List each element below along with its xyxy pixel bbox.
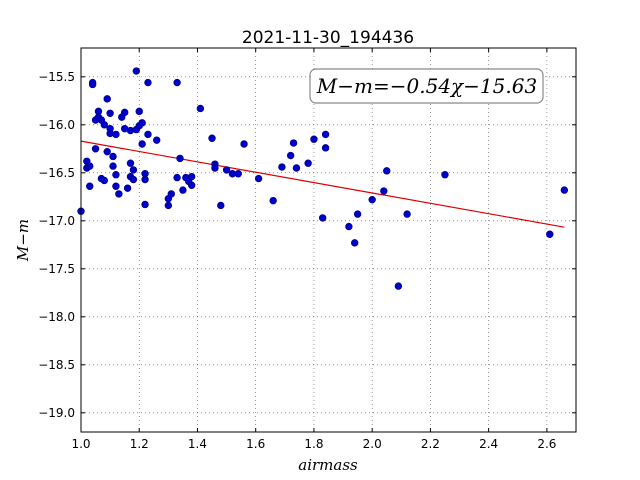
data-point [321,130,330,139]
data-point [304,159,312,167]
data-point [310,135,318,143]
x-tick-label: 1.6 [246,437,265,451]
data-point [164,201,173,210]
data-point [88,80,97,89]
data-point [351,239,359,247]
data-point [123,184,132,192]
x-tick-label: 2.0 [363,437,382,451]
data-point [321,144,330,152]
data-point [269,196,277,205]
x-tick-label: 1.0 [71,437,90,451]
data-point [103,95,111,103]
data-point [141,200,149,209]
y-tick-label: −16.5 [38,166,75,180]
data-point [222,166,231,174]
x-tick-label: 1.2 [130,437,149,451]
data-point [394,282,403,290]
x-tick-label: 2.4 [479,437,498,451]
y-tick-label: −17.5 [38,262,75,276]
data-point [138,119,146,127]
data-point [345,222,353,231]
data-point [292,164,301,172]
data-point [135,107,143,116]
data-point [144,130,152,139]
fit-equation: M−m=−0.54χ−15.63 [316,74,537,98]
data-point [208,134,216,142]
y-tick-label: −16.0 [38,118,75,132]
data-point [86,162,94,170]
axis-ticks: 1.0 1.2 1.4 1.6 1.8 2.0 2.2 2.4 2.6 −15.5 −16.0 −16… [38,48,576,451]
data-point [120,108,129,117]
data-point [153,136,161,144]
data-point [144,78,152,87]
data-point [91,145,100,153]
y-tick-label: −15.5 [38,70,75,84]
data-point [106,109,114,117]
annotation-box [309,68,544,104]
data-point [112,171,120,179]
data-point [138,140,146,148]
data-point [353,210,362,218]
data-point [132,67,141,75]
data-point [94,107,103,116]
data-point [187,172,196,181]
y-tick-label: −19.0 [38,406,75,420]
data-points [77,67,569,290]
x-tick-label: 1.4 [188,437,207,451]
x-tick-label: 1.8 [304,437,323,451]
data-point [179,186,187,194]
chart-title: 2021-11-30_194436 [242,28,414,48]
data-point [368,195,376,204]
data-point [100,176,108,185]
data-point [109,152,117,161]
data-point [211,164,219,172]
data-point [86,182,94,190]
data-point [106,124,114,133]
data-point [234,170,242,178]
data-point [176,154,184,163]
data-point [546,230,554,238]
data-point [115,190,123,198]
x-axis-label: airmass [298,456,358,474]
y-axis-label: M−m [14,219,32,262]
data-point [286,151,295,160]
data-point [196,104,205,113]
data-point [109,162,117,170]
data-point [217,201,225,210]
data-point [112,182,120,190]
data-point [103,147,111,156]
fit-line-layer [80,140,565,228]
grid-lines [80,48,576,432]
data-point [100,121,108,129]
data-point [126,159,135,167]
data-point [289,139,298,147]
data-point [560,186,569,194]
x-tick-label: 2.6 [537,437,556,451]
data-point [240,140,248,148]
data-point [141,175,149,184]
plot-frame [80,47,577,433]
fit-line [80,140,565,228]
fit-equation-annotation: M−m=−0.54χ−15.63 [309,68,544,104]
data-point [318,214,327,222]
data-point [173,78,181,87]
data-point [254,174,263,183]
data-point [129,166,138,174]
data-point [167,190,175,198]
data-point [112,130,120,139]
data-point [129,175,138,184]
data-point [403,210,411,218]
data-point [278,163,286,171]
data-point [380,187,388,195]
y-tick-label: −18.5 [38,358,75,372]
data-point [187,181,196,189]
y-tick-label: −17.0 [38,214,75,228]
data-point [383,167,391,175]
data-point [173,173,181,182]
y-tick-label: −18.0 [38,310,75,324]
data-point [441,171,449,179]
x-tick-label: 2.2 [421,437,440,451]
